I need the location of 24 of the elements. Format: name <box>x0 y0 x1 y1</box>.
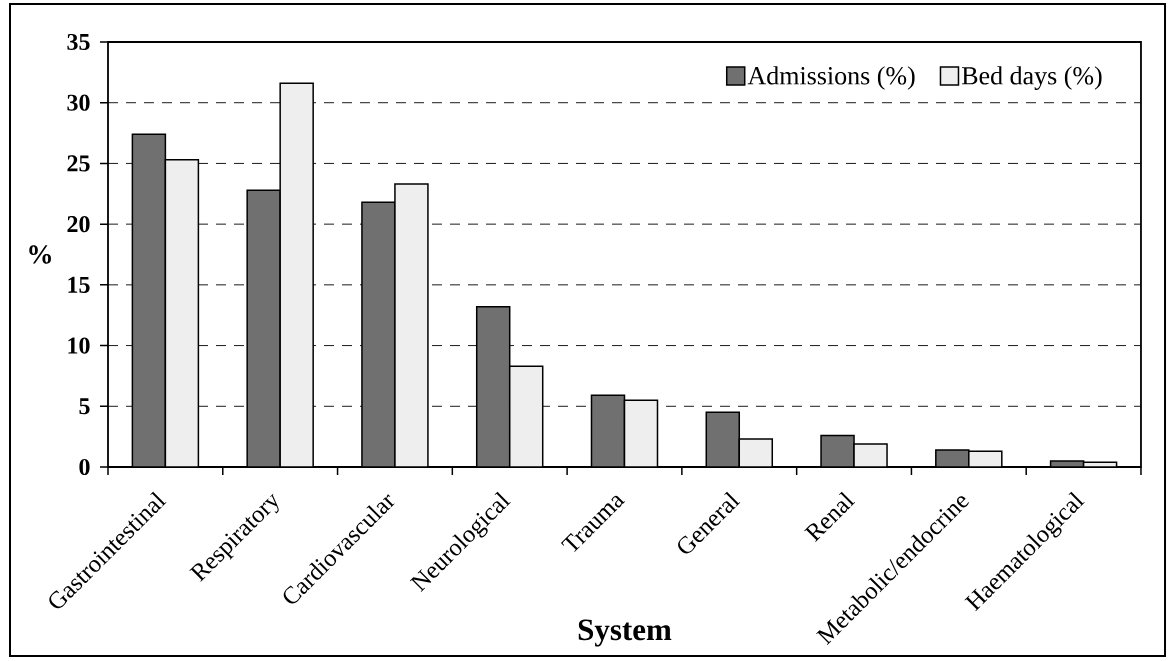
y-tick-label: 10 <box>68 337 90 354</box>
y-tick-label: 30 <box>67 94 90 111</box>
y-tick-label: 20 <box>67 216 90 233</box>
bar <box>165 159 199 467</box>
bar <box>739 439 773 467</box>
legend-label: Bed days (%) <box>961 66 1102 90</box>
bar <box>509 366 543 467</box>
bar <box>132 134 166 467</box>
bar <box>361 202 395 467</box>
bar <box>706 412 740 467</box>
y-tick-label: 35 <box>67 33 90 51</box>
bar <box>624 400 658 467</box>
bar <box>591 395 625 467</box>
bar <box>280 83 314 467</box>
y-tick-label: 25 <box>67 155 90 172</box>
y-tick-label: 5 <box>79 398 90 415</box>
y-axis-title: % <box>29 245 51 264</box>
y-tick-label: 0 <box>79 458 90 476</box>
bar <box>247 190 281 467</box>
x-axis-title: System <box>578 619 672 647</box>
bar <box>394 184 428 467</box>
y-tick-label: 15 <box>68 276 90 293</box>
bar <box>476 306 510 467</box>
legend-label: Admissions (%) <box>747 66 915 90</box>
